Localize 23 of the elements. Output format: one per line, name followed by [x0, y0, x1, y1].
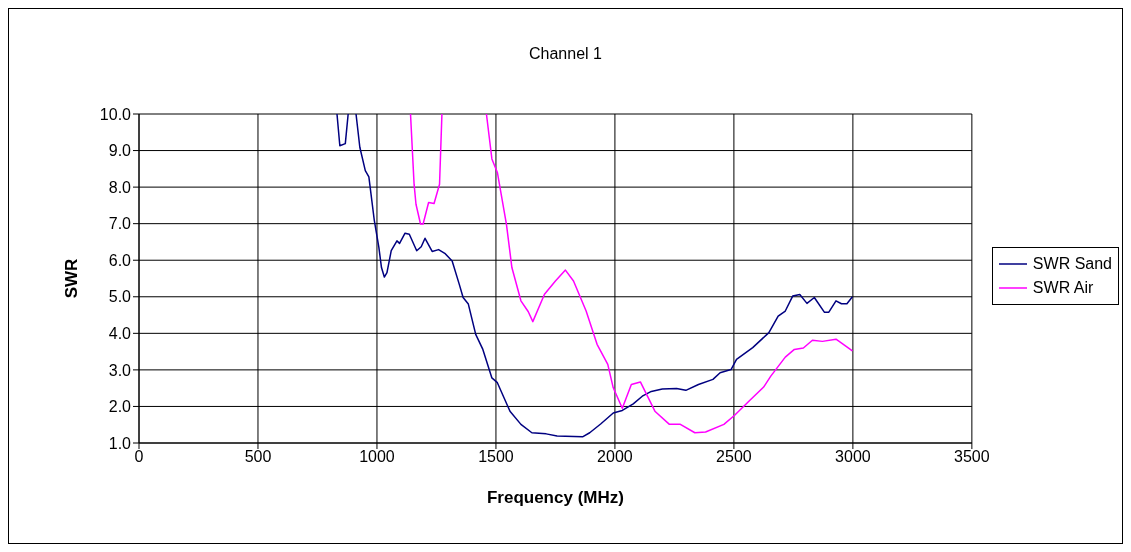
y-tick-label: 3.0	[108, 361, 132, 379]
y-tick-label: 5.0	[108, 288, 132, 306]
x-tick-label: 1500	[478, 448, 514, 466]
x-tick-label: 1000	[359, 448, 395, 466]
x-tick-label: 0	[134, 448, 144, 466]
y-tick-label: 4.0	[108, 325, 132, 343]
y-tick-label: 9.0	[108, 142, 132, 160]
x-tick-label: 3000	[835, 448, 871, 466]
x-tick-label: 2000	[597, 448, 633, 466]
x-tick-label: 2500	[716, 448, 752, 466]
y-tick-label: 7.0	[108, 215, 132, 233]
y-tick-label: 8.0	[108, 178, 132, 196]
x-tick-label: 500	[244, 448, 272, 466]
y-tick-label: 10.0	[99, 105, 132, 123]
y-tick-label: 2.0	[108, 398, 132, 416]
legend-label: SWR Sand	[1032, 255, 1112, 273]
y-tick-label: 1.0	[108, 434, 132, 452]
legend-label: SWR Air	[1032, 279, 1094, 297]
chart-title: Channel 1	[528, 45, 603, 63]
x-axis-title: Frequency (MHz)	[486, 488, 624, 507]
x-tick-label: 3500	[954, 448, 990, 466]
y-axis-title: SWR	[62, 258, 82, 299]
y-tick-label: 6.0	[108, 251, 132, 269]
